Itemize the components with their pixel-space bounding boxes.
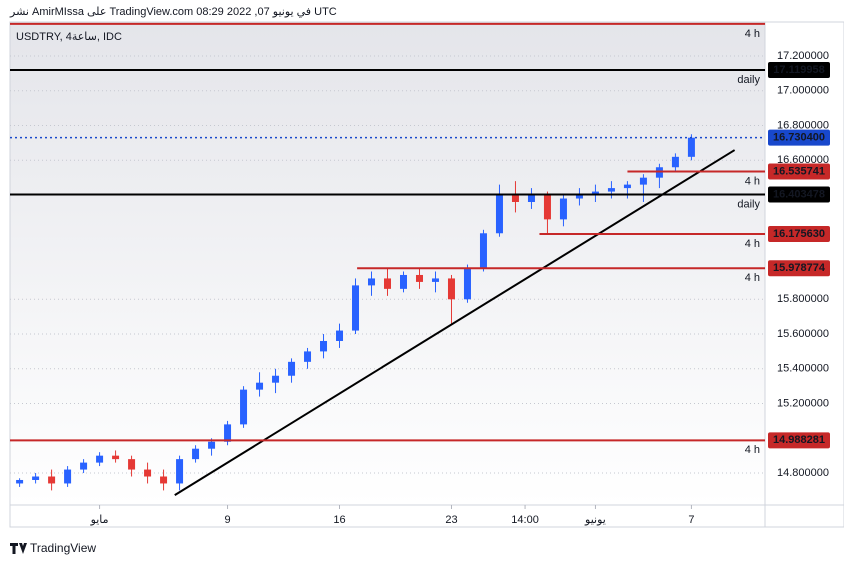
header: نشر AmirMIssa على TradingView.com في يون… — [9, 6, 337, 18]
level-tag: 4 h — [745, 238, 760, 250]
candle-body — [607, 188, 615, 192]
candle-body — [240, 389, 248, 425]
candle-body — [415, 274, 423, 282]
y-tick-label: 16.600000 — [777, 154, 829, 166]
candle-body — [112, 455, 120, 460]
price-label: 14.988281 — [773, 434, 825, 446]
candle-body — [176, 459, 184, 484]
x-tick-label: مايو — [90, 514, 109, 526]
candle-body — [431, 278, 439, 282]
candle-body — [96, 455, 104, 463]
price-label-box — [768, 61, 830, 78]
x-tick-label: 9 — [224, 514, 230, 526]
candle-body — [352, 285, 360, 331]
candle-body — [623, 184, 631, 189]
level-tag: daily — [737, 198, 760, 210]
x-tick-label: 23 — [445, 514, 457, 526]
candle-body — [368, 278, 376, 286]
candle-body — [639, 177, 647, 185]
candle-body — [575, 195, 583, 199]
y-tick-label: 15.600000 — [777, 328, 829, 340]
candle-body — [447, 278, 455, 300]
level-tag: 4 h — [745, 444, 760, 456]
price-label-box — [768, 260, 830, 277]
price-label: 17.119958 — [773, 64, 824, 76]
y-tick-label: 15.800000 — [777, 293, 829, 305]
price-label: 16.175630 — [773, 228, 825, 240]
candle-body — [559, 198, 567, 220]
price-label-box — [768, 432, 830, 449]
level-tag: 4 h — [745, 28, 760, 40]
candle-body — [543, 195, 551, 220]
price-label-box — [768, 226, 830, 243]
candle-body — [304, 351, 312, 362]
plot-background — [10, 22, 765, 505]
candle-body — [208, 441, 216, 449]
y-tick-label: 17.000000 — [777, 85, 829, 97]
price-label-box — [768, 163, 830, 180]
y-tick-label: 15.200000 — [777, 397, 829, 409]
candle-body — [224, 424, 232, 442]
candle-body — [288, 361, 296, 376]
candle-body — [511, 195, 519, 202]
y-tick-label: 15.400000 — [777, 363, 829, 375]
symbol-title: USDTRY, 4ساعة, IDC — [16, 31, 122, 43]
x-tick-label: 16 — [333, 514, 345, 526]
y-tick-label: 16.800000 — [777, 119, 829, 131]
candle-body — [160, 476, 168, 484]
candle-body — [591, 191, 599, 196]
price-label: 15.978774 — [773, 262, 826, 274]
candle-body — [399, 274, 407, 289]
brand: TradingView — [10, 541, 96, 555]
candle-body — [32, 476, 40, 480]
candle-body — [16, 479, 24, 484]
logo — [10, 543, 27, 554]
x-tick-label: 7 — [688, 514, 694, 526]
candle-body — [495, 195, 503, 234]
price-label: 16.403478 — [773, 188, 825, 200]
candle-body — [671, 156, 679, 168]
candle-body — [272, 375, 280, 383]
chart-frame — [9, 21, 844, 528]
price-label: 16.535741 — [773, 165, 825, 177]
candle-body — [48, 476, 56, 484]
x-tick-label: يونيو — [584, 514, 606, 526]
candle-body — [192, 448, 200, 460]
level-tag: 4 h — [745, 272, 760, 284]
candle-body — [384, 278, 391, 289]
candle-body — [527, 195, 535, 202]
price-label: 16.730400 — [773, 132, 825, 144]
level-tag: 4 h — [745, 175, 760, 187]
price-label-box — [768, 129, 830, 146]
price-label-box — [768, 186, 830, 203]
candle-body — [479, 233, 487, 269]
candle-body — [64, 469, 72, 484]
candle-body — [463, 268, 471, 300]
candle-body — [687, 137, 695, 157]
candle-body — [336, 330, 344, 341]
brand-name: TradingView — [30, 541, 96, 555]
y-tick-label: 14.800000 — [777, 467, 829, 479]
candle-body — [256, 382, 264, 390]
candle-body — [128, 459, 136, 470]
candle-body — [320, 340, 328, 352]
x-tick-label: 14:00 — [511, 514, 539, 526]
level-tag: daily — [737, 74, 760, 86]
candle-body — [80, 462, 88, 470]
candle-body — [144, 469, 152, 477]
trendline — [174, 149, 736, 496]
y-tick-label: 17.200000 — [777, 50, 829, 62]
